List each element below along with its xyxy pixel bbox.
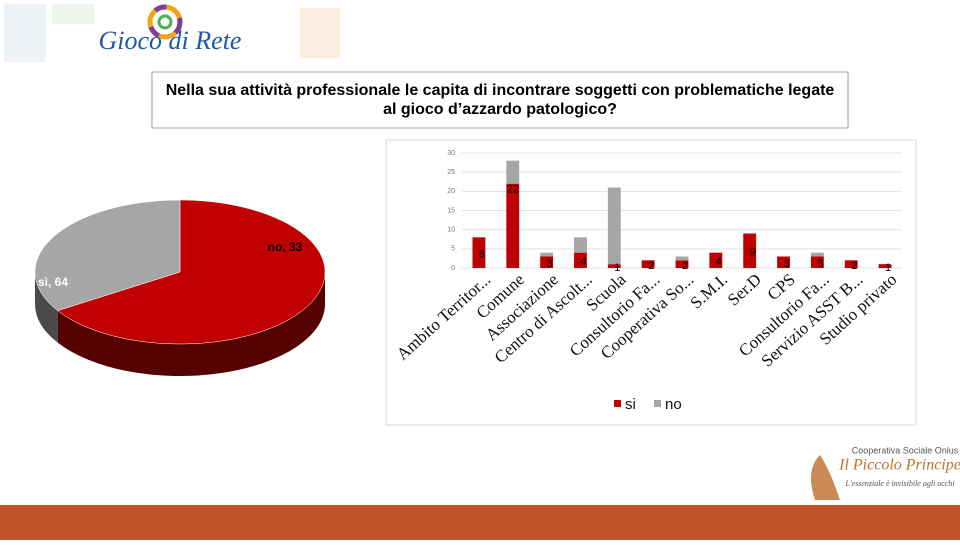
bar-data-label: 2 [648, 260, 654, 272]
bar-segment [844, 260, 858, 268]
bar-segment [743, 233, 757, 268]
legend-label: no [665, 396, 682, 413]
sponsor-logos [4, 4, 46, 62]
bar-data-label: 4 [716, 256, 722, 268]
bar-data-label: 9 [750, 247, 756, 259]
legend-swatch [654, 400, 661, 407]
pie-side [57, 272, 325, 376]
bar-data-label: 2 [851, 260, 857, 272]
bar-segment [878, 264, 892, 268]
footer-band [0, 505, 960, 540]
bar-segment [675, 260, 689, 268]
pie-data-label: no, 33 [268, 240, 303, 254]
y-tick-label: 5 [451, 246, 455, 253]
bar-segment [607, 264, 621, 268]
gioco-logo [147, 4, 183, 40]
bar-data-label: 3 [783, 258, 789, 270]
bar-panel [385, 139, 917, 426]
y-tick-label: 30 [447, 150, 455, 157]
y-tick-label: 0 [451, 265, 455, 272]
bar-segment [641, 260, 655, 268]
bar-segment [607, 187, 621, 265]
bar-data-label: 3 [547, 258, 553, 270]
bar-segment [540, 252, 554, 257]
org-name: Il Piccolo Principe [838, 457, 960, 474]
bar-segment [709, 252, 723, 268]
question-wrap: Nella sua attività professionale le capi… [165, 82, 835, 118]
bar-data-label: 8 [479, 249, 485, 261]
bar-data-label: 3 [817, 258, 823, 270]
bar-segment [506, 160, 520, 184]
y-tick-label: 20 [447, 188, 455, 195]
bar-data-label: 22 [507, 184, 519, 196]
bar-data-label: 4 [580, 256, 586, 268]
bar-segment [506, 183, 520, 268]
bar-segment [675, 256, 689, 261]
bar-data-label: 1 [885, 262, 891, 274]
prince-icon [811, 455, 840, 500]
legend-swatch [614, 400, 621, 407]
bar-segment [472, 237, 486, 268]
legend-label: si [625, 396, 636, 413]
pie-data-label: sì, 64 [38, 275, 68, 289]
question-box [151, 71, 849, 129]
y-tick-label: 25 [447, 169, 455, 176]
y-tick-label: 15 [447, 207, 455, 214]
y-tick-label: 10 [447, 227, 455, 234]
bar-segment [810, 252, 824, 257]
pie-slice [34, 199, 181, 311]
org-motto: L'essenziale è invisibile agli occhi [844, 479, 954, 488]
bar-segment [540, 256, 554, 268]
bar-segment [574, 252, 587, 268]
logo-text: Gioco di Rete [99, 26, 242, 55]
sponsor-logo [52, 4, 94, 24]
question: Nella sua attività professionale le capi… [165, 82, 835, 118]
partner-logo [300, 8, 340, 58]
bar-segment [810, 256, 824, 268]
bar-data-label: 2 [682, 260, 688, 272]
pie-side [35, 272, 58, 343]
bar-segment [777, 256, 790, 268]
org-type: Cooperativa Sociale Onlus [852, 445, 959, 455]
bar-segment [574, 237, 587, 253]
pie-chart: sì, 64 no, 33 [34, 199, 326, 376]
pie-slice [57, 199, 326, 345]
bar-data-label: 1 [614, 262, 620, 274]
